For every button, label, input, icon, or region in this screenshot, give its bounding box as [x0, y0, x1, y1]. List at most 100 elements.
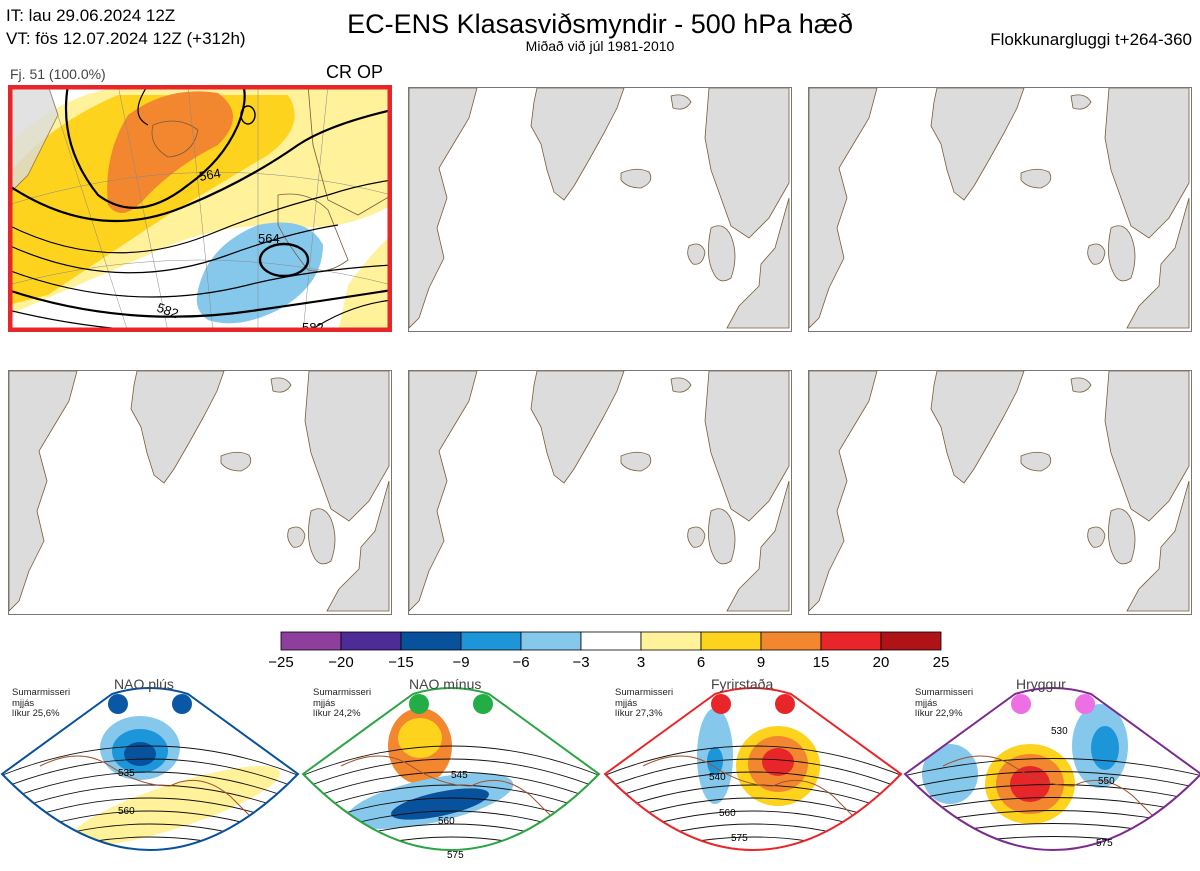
colorbar-tick-label: −15: [388, 654, 414, 671]
anomaly-area: [1010, 766, 1050, 802]
cluster-map-1[interactable]: 564 564 582 582: [8, 85, 392, 332]
height-contour: [605, 745, 901, 777]
colorbar-segment: [460, 631, 522, 651]
height-contour: [605, 771, 901, 803]
regime-season: Sumarmisseri mjjás líkur 22,9%: [915, 687, 974, 720]
anomaly-area: [1091, 726, 1119, 770]
height-contour: [905, 758, 1200, 777]
height-contour: [903, 863, 1200, 871]
contour-label: 575: [447, 850, 464, 861]
regime-panel-4[interactable]: 530 550 575 Hryggur Sumarmisseri mjjás líkur 2…: [903, 676, 1200, 871]
regime-frame: [301, 687, 601, 851]
init-time: IT: lau 29.06.2024 12Z: [6, 6, 176, 25]
regime-season: Sumarmisseri: [615, 687, 674, 698]
regime-marker-icon: [473, 694, 493, 714]
colorbar-tick-label: 15: [812, 654, 830, 671]
cluster-map-2[interactable]: [408, 87, 792, 332]
height-contour: [2, 745, 298, 777]
colorbar-segment: [880, 631, 942, 651]
contour-label: 582: [155, 300, 181, 322]
regime-marker-icon: [775, 694, 795, 714]
height-contour: [605, 797, 901, 829]
regime-marker-icon: [711, 694, 731, 714]
colorbar-segment: [400, 631, 462, 651]
regime-frame: [903, 687, 1200, 851]
height-contour: [2, 784, 298, 816]
anomaly-area: [1014, 854, 1046, 866]
regime-name: NAO plús: [114, 676, 174, 692]
page-subtitle: Miðað við júl 1981-2010: [525, 38, 675, 54]
coastline: [642, 755, 874, 837]
cluster-map-4[interactable]: [8, 370, 392, 615]
contour-label: 560: [118, 806, 135, 817]
contour-label: 575: [731, 833, 748, 844]
height-contour: [2, 771, 298, 803]
height-contour: [905, 836, 1200, 850]
cluster-map-6[interactable]: [808, 370, 1192, 615]
height-contour: [303, 758, 599, 790]
regime-season: Sumarmisseri: [313, 687, 372, 698]
regime-season: Sumarmisseri: [915, 687, 974, 698]
regime-map: 535 560: [0, 687, 300, 851]
classification-window: Flokkunargluggi t+264-360: [990, 30, 1192, 49]
contour-label: 550: [1098, 776, 1115, 787]
height-contour: [905, 849, 1200, 850]
colorbar-tick-label: 6: [696, 654, 706, 671]
contour-label: 560: [719, 808, 736, 819]
regime-season2: mjjás: [915, 697, 938, 709]
cluster-map-5[interactable]: [408, 370, 792, 615]
contour-label: 535: [118, 768, 135, 779]
colorbar: [280, 631, 942, 651]
regime-season2: mjjás: [313, 697, 336, 709]
colorbar-segment: [520, 631, 582, 651]
height-contour: [2, 758, 298, 790]
regime-prob: líkur 24,2%: [313, 708, 361, 719]
anomaly-area: [398, 718, 442, 758]
height-contour: [905, 784, 1200, 803]
regime-panel-3[interactable]: 540 560 575 Fyrirstaða Sumarmisseri mjjás líku…: [603, 676, 903, 871]
colorbar-segment: [580, 631, 642, 651]
regime-panel-1[interactable]: 535 560 NAO plús Sumarmisseri mjjás líkur 25,…: [0, 676, 300, 871]
colorbar-tick-label: −20: [328, 654, 354, 671]
colorbar-tick-label: −3: [572, 654, 590, 671]
colorbar-tick-label: 20: [872, 654, 890, 671]
height-contour: [905, 771, 1200, 790]
contour-label: 560: [438, 816, 455, 827]
regime-season2: mjjás: [12, 697, 35, 709]
cluster-map-3[interactable]: [808, 87, 1192, 332]
height-contour: [303, 771, 599, 803]
height-contour: [605, 810, 901, 842]
valid-time: VT: fös 12.07.2024 12Z (+312h): [6, 29, 246, 48]
contour-label: 545: [451, 770, 468, 781]
regime-marker-icon: [409, 694, 429, 714]
colorbar-tick-label: −9: [452, 654, 470, 671]
height-contour: [303, 745, 599, 777]
regime-prob: líkur 27,3%: [615, 708, 663, 719]
height-contour: [605, 758, 901, 790]
regime-frame: [603, 687, 903, 851]
regime-name: Hryggur: [1016, 676, 1066, 692]
contour-label: 530: [1051, 726, 1068, 737]
cluster-member-count: Fj. 51 (100.0%): [10, 66, 106, 82]
anomaly-area: [391, 788, 489, 820]
colorbar-tick-label: 3: [636, 654, 646, 671]
height-contour: [605, 836, 901, 850]
regime-prob: líkur 25,6%: [12, 708, 60, 719]
height-contour: [2, 836, 298, 850]
contour-label: 575: [1096, 838, 1113, 849]
height-contour: [303, 784, 599, 816]
regime-name: Fyrirstaða: [711, 676, 774, 692]
contour-label: 564: [258, 231, 280, 246]
contour-label: 564: [198, 165, 222, 184]
cluster-label: CR OP: [326, 62, 384, 82]
regime-season: Sumarmisseri mjjás líkur 24,2%: [313, 687, 372, 720]
anomaly-area: [70, 766, 280, 846]
colorbar-segment: [760, 631, 822, 651]
regime-season: Sumarmisseri mjjás líkur 25,6%: [12, 687, 70, 720]
page-title: EC-ENS Klasasviðsmyndir - 500 hPa hæð: [347, 9, 853, 39]
colorbar-segment: [280, 631, 342, 651]
colorbar-tick-label: −25: [268, 654, 294, 671]
contour-label: 540: [709, 772, 726, 783]
colorbar-segment: [340, 631, 402, 651]
regime-panel-2[interactable]: 545 560 575 NAO mínus Sumarmisseri mjjás líkur…: [301, 676, 601, 871]
